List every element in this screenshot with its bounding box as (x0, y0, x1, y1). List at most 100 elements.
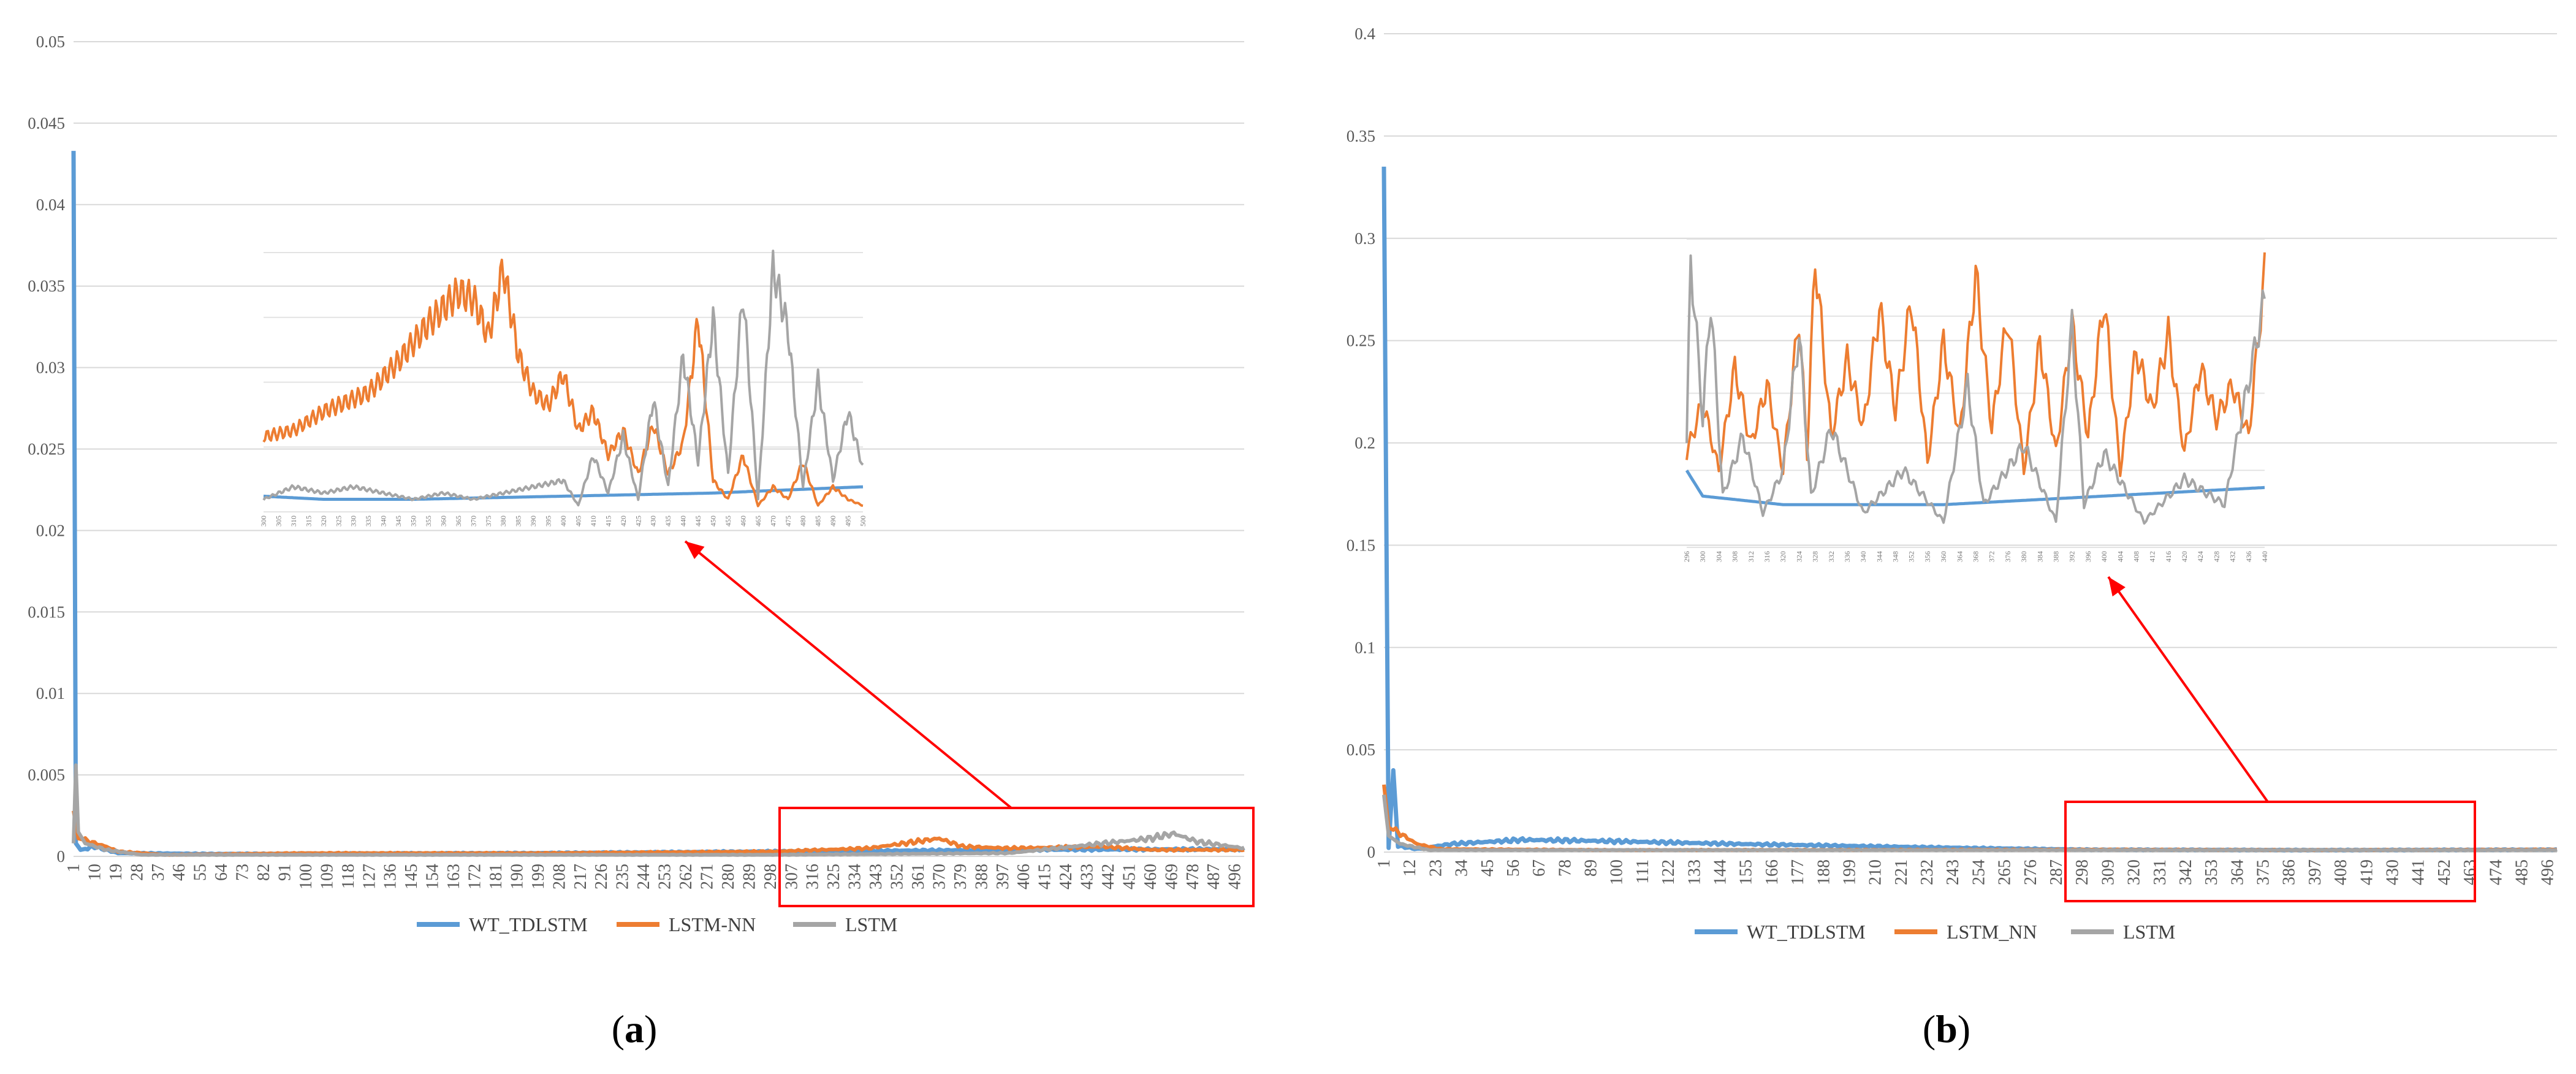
inset-x-tick-label: 380 (2019, 551, 2028, 562)
x-tick-label: 232 (1918, 859, 1937, 885)
y-tick-label: 0.25 (1347, 332, 1375, 350)
inset-x-tick-label: 428 (2212, 551, 2221, 562)
inset-x-tick-label: 348 (1891, 551, 1900, 562)
x-tick-label: 122 (1659, 859, 1678, 885)
x-tick-label: 361 (909, 864, 928, 889)
x-tick-label: 45 (1478, 859, 1497, 877)
x-tick-label: 56 (1504, 859, 1523, 877)
inset-x-tick-label: 384 (2035, 551, 2044, 562)
inset-x-tick-label: 430 (649, 516, 658, 527)
x-tick-label: 276 (2021, 859, 2040, 885)
inset-series-line-1 (262, 258, 864, 508)
inset-x-tick-label: 325 (334, 516, 343, 527)
inset-x-tick-label: 352 (1907, 551, 1916, 562)
y-tick-label: 0.3 (1354, 229, 1375, 248)
x-tick-label: 1 (1375, 859, 1394, 868)
inset-x-tick-label: 485 (814, 516, 823, 527)
panel-a: 0 0.005 0.01 0.015 0.02 0.025 0.03 0.035 0.04 0.0… (28, 32, 1255, 1051)
series-line-2 (72, 763, 1245, 857)
legend-label: LSTM (2123, 921, 2175, 943)
inset-x-tick-label: 410 (589, 516, 598, 527)
x-tick-label: 364 (2228, 859, 2247, 885)
x-tick-label: 474 (2487, 859, 2506, 885)
x-tick-label: 289 (740, 864, 759, 889)
inset-x-tick-label: 335 (364, 516, 373, 527)
inset-x-tick-label: 395 (544, 516, 553, 527)
series-line-0 (71, 151, 1245, 857)
x-tick-label: 37 (149, 864, 168, 881)
x-tick-label: 181 (487, 864, 506, 889)
inset-x-tick-label: 315 (304, 516, 313, 527)
series-line-2 (1382, 794, 2558, 853)
series-line-0 (1381, 166, 2558, 853)
x-tick-label: 127 (360, 864, 379, 889)
inset-x-tick-label: 360 (1939, 551, 1948, 562)
y-tick-label: 0.01 (36, 684, 65, 703)
x-tick-label: 67 (1530, 859, 1549, 877)
inset-x-tick-label: 300 (259, 516, 268, 527)
legend-label: WT_TDLSTM (469, 913, 588, 935)
inset-x-tick-label: 344 (1875, 551, 1883, 562)
inset-x-tick-label: 415 (604, 516, 612, 527)
inset-x-tick-label: 396 (2084, 551, 2092, 562)
x-tick-label: 406 (1014, 864, 1033, 889)
inset-series-line-0 (1685, 470, 2265, 506)
inset-x-tick-label: 372 (1988, 551, 1996, 562)
inset-series-line-0 (263, 485, 864, 501)
x-tick-label: 430 (2384, 859, 2403, 885)
zoom-arrow-head (2108, 577, 2126, 596)
x-tick-label: 388 (972, 864, 991, 889)
x-tick-label: 463 (2461, 859, 2480, 885)
x-tick-label: 23 (1426, 859, 1445, 877)
inset-x-tick-label: 340 (1859, 551, 1867, 562)
y-tick-label: 0.03 (36, 359, 65, 377)
x-tick-label: 166 (1763, 859, 1782, 885)
x-tick-label: 309 (2099, 859, 2118, 885)
inset-x-tick-label: 420 (619, 516, 628, 527)
x-tick-label: 320 (2125, 859, 2144, 885)
inset-chart: 300 305 310 315 320 325 330 335 340 345 350 355 360 3… (259, 249, 867, 527)
inset-x-tick-label: 390 (529, 516, 538, 527)
inset-x-tick-label: 316 (1763, 551, 1771, 562)
inset-x-tick-label: 308 (1731, 551, 1739, 562)
x-tick-label: 163 (444, 864, 463, 889)
inset-x-tick-label: 455 (724, 516, 732, 527)
x-tick-label: 253 (656, 864, 675, 889)
inset-x-tick-label: 425 (634, 516, 642, 527)
inset-x-tick-label: 305 (274, 516, 283, 527)
y-tick-label: 0 (57, 847, 66, 866)
x-tick-label: 91 (275, 864, 294, 881)
inset-x-tick-label: 350 (409, 516, 418, 527)
x-tick-label: 408 (2331, 859, 2350, 885)
x-tick-label: 316 (804, 864, 823, 889)
inset-x-tick-label: 400 (2100, 551, 2108, 562)
y-tick-label: 0.025 (28, 440, 65, 459)
inset-x-tick-label: 440 (2260, 551, 2269, 562)
x-tick-label: 55 (191, 864, 210, 881)
inset-x-tick-label: 330 (349, 516, 358, 527)
x-tick-label: 19 (107, 864, 126, 881)
x-tick-label: 199 (529, 864, 548, 889)
zoom-highlight-box (778, 807, 1255, 907)
inset-x-tick-label: 364 (1955, 551, 1964, 562)
inset-x-tick-label: 412 (2148, 551, 2157, 562)
x-tick-label: 298 (761, 864, 780, 889)
inset-x-tick-label: 392 (2068, 551, 2076, 562)
x-tick-label: 78 (1556, 859, 1575, 877)
inset-x-tick-label: 340 (379, 516, 388, 527)
x-tick-label: 452 (2435, 859, 2454, 885)
x-tick-label: 1 (64, 864, 83, 872)
x-tick-label: 64 (212, 864, 231, 881)
x-tick-label: 118 (339, 864, 358, 889)
inset-x-tick-label: 470 (769, 516, 777, 527)
inset-x-tick-label: 408 (2132, 551, 2140, 562)
inset-x-tick-label: 320 (319, 516, 328, 527)
x-tick-label: 221 (1892, 859, 1911, 885)
panel-label: (a) (612, 1007, 658, 1051)
inset-x-tick-label: 400 (559, 516, 568, 527)
inset-x-tick-label: 436 (2244, 551, 2253, 562)
inset-x-tick-label: 424 (2196, 551, 2205, 562)
legend-label: LSTM (845, 913, 897, 935)
y-tick-label: 0.04 (36, 196, 66, 214)
y-tick-label: 0.4 (1354, 25, 1375, 43)
